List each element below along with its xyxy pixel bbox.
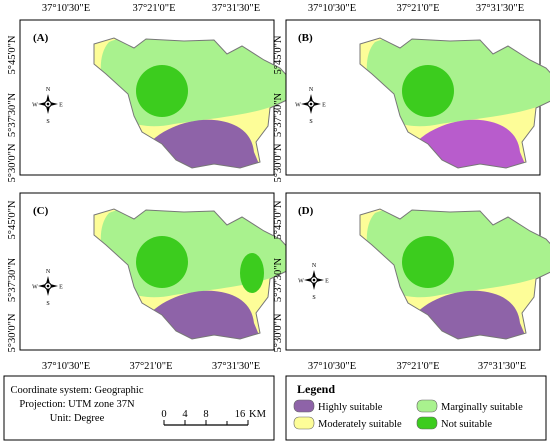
footer-frame — [3, 375, 275, 441]
scale-tick-label: 8 — [203, 409, 208, 420]
lat-label: 5°37'30"N — [273, 92, 284, 137]
compass-w: W — [298, 279, 304, 285]
compass-e: E — [325, 279, 329, 285]
scale-tick-label: 0 — [161, 409, 166, 420]
bottom-lon-label: 37°21'0"E — [396, 361, 439, 372]
not-suitable-zone — [402, 236, 454, 288]
legend-swatch-marginally-suitable — [416, 399, 438, 413]
lat-label: 5°30'0"N — [273, 143, 284, 182]
compass-e: E — [59, 103, 63, 109]
lat-label: 5°30'0"N — [273, 313, 284, 352]
map-panel-d: (D) — [285, 192, 550, 351]
bottom-lon-label: 37°10'30"E — [42, 361, 90, 372]
top-lon-label: 37°31'30"E — [476, 3, 524, 14]
study-area-map — [93, 37, 293, 169]
top-lon-label: 37°10'30"E — [308, 3, 356, 14]
map-panel-c: (C) — [19, 192, 293, 351]
panel-label: (A) — [33, 32, 49, 44]
compass-n: N — [46, 269, 51, 275]
panel-label: (D) — [298, 205, 314, 217]
study-area-map — [93, 208, 293, 340]
coordinate-info: Coordinate system: Geographic Projection… — [3, 375, 275, 441]
map-panel-b: (B) — [285, 19, 550, 176]
legend-swatch-not-suitable — [416, 416, 438, 430]
north-arrow-icon: N S E W — [32, 269, 63, 307]
top-longitude-labels: 37°10'30"E 37°21'0"E 37°31'30"E 37°10'30… — [42, 3, 524, 14]
bottom-lon-label: 37°21'0"E — [129, 361, 172, 372]
legend-frame — [285, 375, 547, 441]
legend-swatch-highly-suitable — [293, 399, 315, 413]
latitude-labels: 5°45'0"N 5°37'30"N 5°30'0"N 5°45'0"N 5°3… — [7, 35, 284, 352]
compass-s: S — [46, 119, 49, 125]
not-suitable-zone — [136, 236, 188, 288]
compass-n: N — [309, 87, 314, 93]
legend-swatch-moderately-suitable — [293, 416, 315, 430]
lat-label: 5°30'0"N — [7, 313, 18, 352]
lat-label: 5°45'0"N — [7, 200, 18, 239]
lat-label: 5°37'30"N — [273, 257, 284, 302]
compass-e: E — [322, 103, 326, 109]
top-lon-label: 37°31'30"E — [212, 3, 260, 14]
not-suitable-zone-east — [240, 253, 264, 293]
legend-title: Legend — [297, 382, 335, 396]
lat-label: 5°45'0"N — [273, 35, 284, 74]
coordinate-system-text: Coordinate system: Geographic — [11, 385, 144, 396]
compass-n: N — [46, 87, 51, 93]
map-panel-a: (A) — [19, 19, 293, 176]
top-lon-label: 37°21'0"E — [132, 3, 175, 14]
legend-label-highly-suitable: Highly suitable — [318, 402, 383, 413]
compass-n: N — [312, 263, 317, 269]
north-arrow-icon: N S E W — [298, 263, 329, 301]
compass-s: S — [309, 119, 312, 125]
unit-text: Unit: Degree — [50, 413, 105, 424]
top-lon-label: 37°10'30"E — [42, 3, 90, 14]
compass-s: S — [312, 295, 315, 301]
bottom-lon-label: 37°10'30"E — [308, 361, 356, 372]
scale-tick-label: 4 — [182, 409, 188, 420]
scale-bar: 0 4 8 16 KM — [161, 409, 267, 426]
bottom-lon-label: 37°31'30"E — [212, 361, 260, 372]
legend-label-not-suitable: Not suitable — [441, 419, 492, 430]
scale-unit-label: KM — [249, 409, 267, 420]
lat-label: 5°45'0"N — [273, 200, 284, 239]
not-suitable-zone — [402, 65, 454, 117]
panel-label: (B) — [298, 32, 313, 44]
bottom-longitude-labels: 37°10'30"E 37°21'0"E 37°31'30"E 37°10'30… — [42, 361, 526, 372]
lat-label: 5°37'30"N — [7, 92, 18, 137]
projection-text: Projection: UTM zone 37N — [19, 399, 135, 410]
scale-tick-label: 16 — [235, 409, 246, 420]
compass-w: W — [295, 103, 301, 109]
panel-label: (C) — [33, 205, 49, 217]
compass-w: W — [32, 103, 38, 109]
top-lon-label: 37°21'0"E — [396, 3, 439, 14]
compass-e: E — [59, 285, 63, 291]
legend: Legend Highly suitable Marginally suitab… — [285, 375, 547, 441]
legend-label-marginally-suitable: Marginally suitable — [441, 402, 523, 413]
bottom-lon-label: 37°31'30"E — [478, 361, 526, 372]
compass-s: S — [46, 301, 49, 307]
north-arrow-icon: N S E W — [32, 87, 63, 125]
not-suitable-zone — [136, 65, 188, 117]
north-arrow-icon: N S E W — [295, 87, 326, 125]
lat-label: 5°37'30"N — [7, 257, 18, 302]
compass-w: W — [32, 285, 38, 291]
legend-label-moderately-suitable: Moderately suitable — [318, 419, 402, 430]
lat-label: 5°30'0"N — [7, 143, 18, 182]
lat-label: 5°45'0"N — [7, 35, 18, 74]
